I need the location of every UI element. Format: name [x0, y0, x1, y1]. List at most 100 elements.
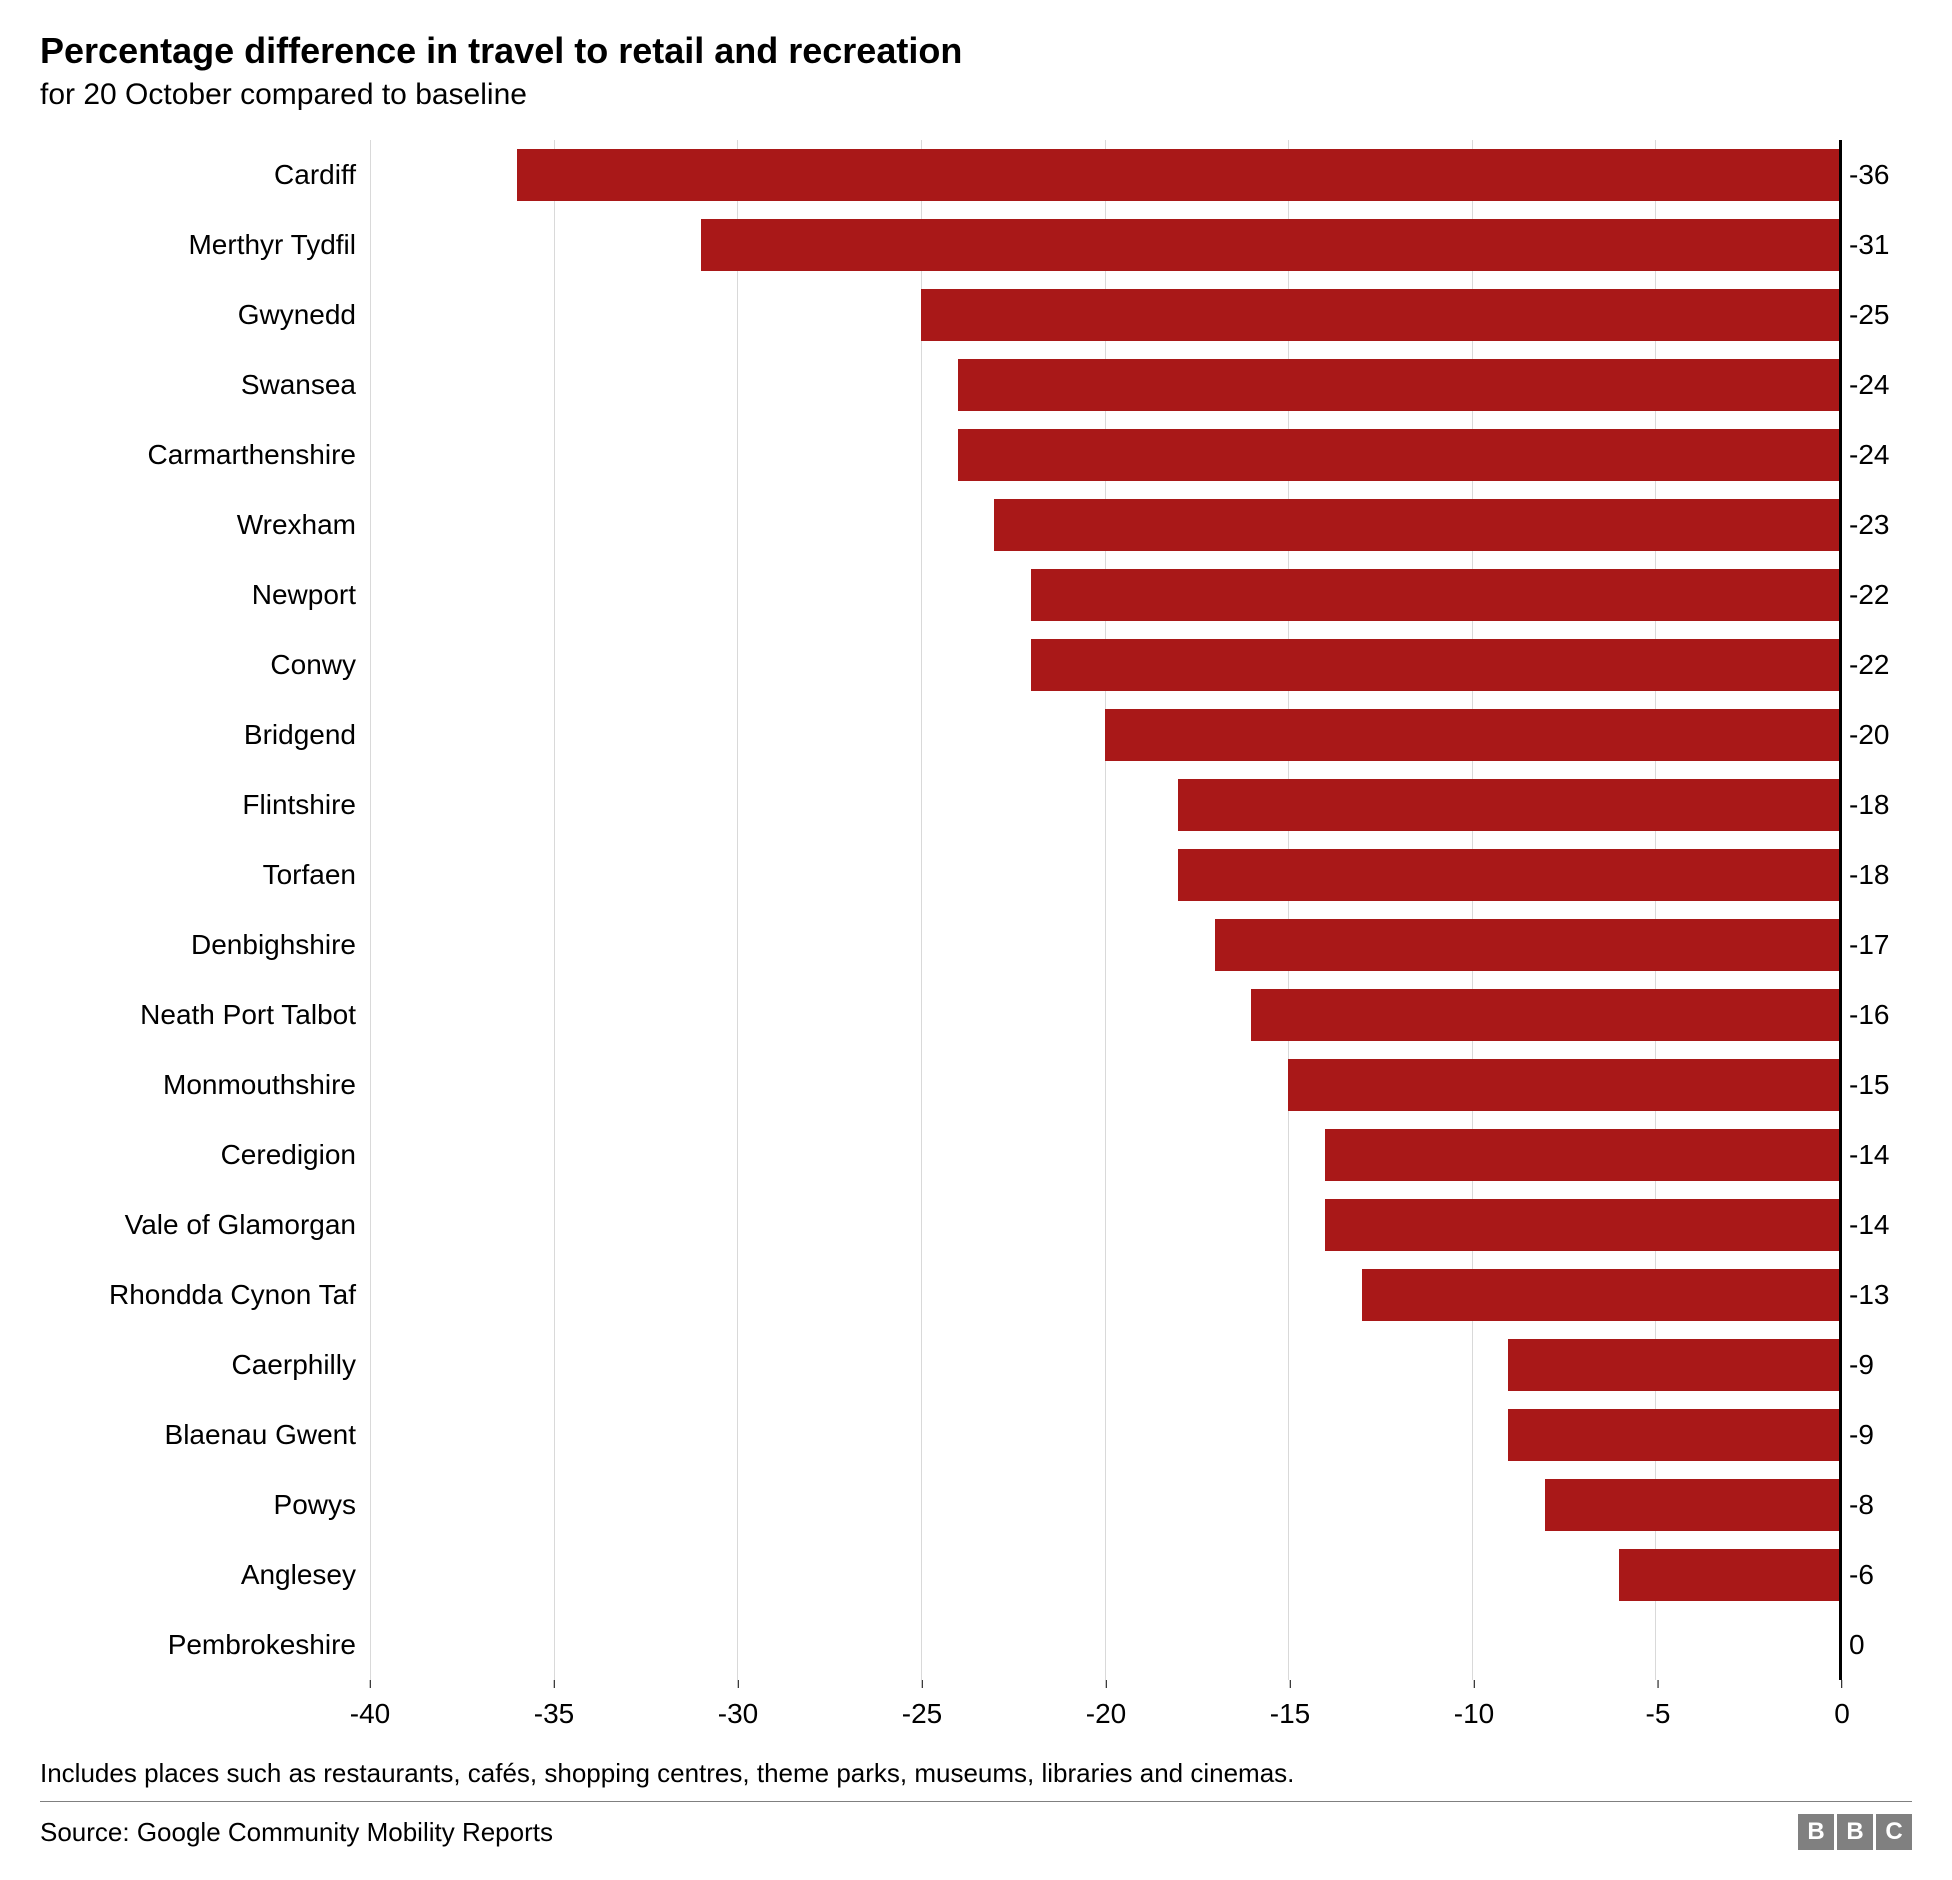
bar-row: Denbighshire-17: [370, 910, 1839, 980]
bar-row: Vale of Glamorgan-14: [370, 1190, 1839, 1260]
category-label: Newport: [40, 579, 370, 611]
x-tick-mark: [1290, 1680, 1291, 1688]
value-label: -18: [1839, 789, 1889, 821]
x-tick-label: -10: [1454, 1698, 1494, 1730]
bar: [1251, 989, 1839, 1041]
bar-row: Newport-22: [370, 560, 1839, 630]
footnote: Includes places such as restaurants, caf…: [40, 1758, 1912, 1802]
bar-row: Cardiff-36: [370, 140, 1839, 210]
bar-row: Rhondda Cynon Taf-13: [370, 1260, 1839, 1330]
x-tick-mark: [370, 1680, 371, 1688]
value-label: -24: [1839, 369, 1889, 401]
bar: [1031, 639, 1839, 691]
value-label: -24: [1839, 439, 1889, 471]
x-tick: -35: [534, 1680, 574, 1730]
bar: [921, 289, 1839, 341]
value-label: -22: [1839, 579, 1889, 611]
x-tick-mark: [1474, 1680, 1475, 1688]
x-tick-mark: [554, 1680, 555, 1688]
bar: [1325, 1129, 1839, 1181]
bar: [1619, 1549, 1839, 1601]
category-label: Monmouthshire: [40, 1069, 370, 1101]
category-label: Rhondda Cynon Taf: [40, 1279, 370, 1311]
bar: [1215, 919, 1839, 971]
x-tick-mark: [1841, 1680, 1842, 1688]
category-label: Wrexham: [40, 509, 370, 541]
category-label: Caerphilly: [40, 1349, 370, 1381]
bar: [1508, 1339, 1839, 1391]
x-tick-label: -25: [902, 1698, 942, 1730]
x-tick-label: -15: [1270, 1698, 1310, 1730]
category-label: Ceredigion: [40, 1139, 370, 1171]
category-label: Conwy: [40, 649, 370, 681]
bar: [1288, 1059, 1839, 1111]
plot: Cardiff-36Merthyr Tydfil-31Gwynedd-25Swa…: [40, 140, 1912, 1740]
value-label: -16: [1839, 999, 1889, 1031]
bar: [994, 499, 1839, 551]
bar: [1178, 779, 1839, 831]
bar-row: Pembrokeshire0: [370, 1610, 1839, 1680]
bar-row: Torfaen-18: [370, 840, 1839, 910]
chart-subtitle: for 20 October compared to baseline: [40, 78, 1912, 112]
bar-row: Caerphilly-9: [370, 1330, 1839, 1400]
category-label: Blaenau Gwent: [40, 1419, 370, 1451]
x-tick: -20: [1086, 1680, 1126, 1730]
category-label: Torfaen: [40, 859, 370, 891]
value-label: -14: [1839, 1139, 1889, 1171]
x-axis: -40-35-30-25-20-15-10-50: [370, 1680, 1842, 1740]
bbc-logo: B B C: [1798, 1814, 1912, 1850]
category-label: Denbighshire: [40, 929, 370, 961]
bar: [1545, 1479, 1839, 1531]
x-tick: -40: [350, 1680, 390, 1730]
category-label: Anglesey: [40, 1559, 370, 1591]
x-tick: -15: [1270, 1680, 1310, 1730]
bar-row: Powys-8: [370, 1470, 1839, 1540]
bar: [517, 149, 1839, 201]
bar-row: Swansea-24: [370, 350, 1839, 420]
bar-row: Merthyr Tydfil-31: [370, 210, 1839, 280]
bar-row: Ceredigion-14: [370, 1120, 1839, 1190]
value-label: -36: [1839, 159, 1889, 191]
x-tick-label: -40: [350, 1698, 390, 1730]
x-tick-label: -5: [1646, 1698, 1671, 1730]
x-tick-label: -35: [534, 1698, 574, 1730]
plot-area: Cardiff-36Merthyr Tydfil-31Gwynedd-25Swa…: [370, 140, 1842, 1680]
x-tick: 0: [1834, 1680, 1850, 1730]
value-label: -25: [1839, 299, 1889, 331]
bar: [1362, 1269, 1839, 1321]
bar-row: Blaenau Gwent-9: [370, 1400, 1839, 1470]
x-tick-mark: [1106, 1680, 1107, 1688]
bar: [1031, 569, 1839, 621]
x-tick: -5: [1646, 1680, 1671, 1730]
value-label: -23: [1839, 509, 1889, 541]
source-text: Source: Google Community Mobility Report…: [40, 1817, 553, 1848]
bar: [701, 219, 1839, 271]
bar-row: Flintshire-18: [370, 770, 1839, 840]
bar: [1178, 849, 1839, 901]
bar: [958, 429, 1839, 481]
bar-row: Monmouthshire-15: [370, 1050, 1839, 1120]
x-tick: -25: [902, 1680, 942, 1730]
bar-row: Carmarthenshire-24: [370, 420, 1839, 490]
category-label: Cardiff: [40, 159, 370, 191]
x-tick-mark: [738, 1680, 739, 1688]
x-tick-label: -30: [718, 1698, 758, 1730]
bbc-logo-c: C: [1876, 1814, 1912, 1850]
category-label: Flintshire: [40, 789, 370, 821]
category-label: Swansea: [40, 369, 370, 401]
x-tick-label: 0: [1834, 1698, 1850, 1730]
x-tick: -30: [718, 1680, 758, 1730]
value-label: -20: [1839, 719, 1889, 751]
bbc-logo-b1: B: [1798, 1814, 1834, 1850]
x-tick-mark: [922, 1680, 923, 1688]
value-label: -14: [1839, 1209, 1889, 1241]
value-label: -9: [1839, 1349, 1874, 1381]
category-label: Merthyr Tydfil: [40, 229, 370, 261]
bbc-logo-b2: B: [1837, 1814, 1873, 1850]
bar-row: Conwy-22: [370, 630, 1839, 700]
category-label: Neath Port Talbot: [40, 999, 370, 1031]
category-label: Vale of Glamorgan: [40, 1209, 370, 1241]
category-label: Powys: [40, 1489, 370, 1521]
bar-row: Wrexham-23: [370, 490, 1839, 560]
value-label: -22: [1839, 649, 1889, 681]
